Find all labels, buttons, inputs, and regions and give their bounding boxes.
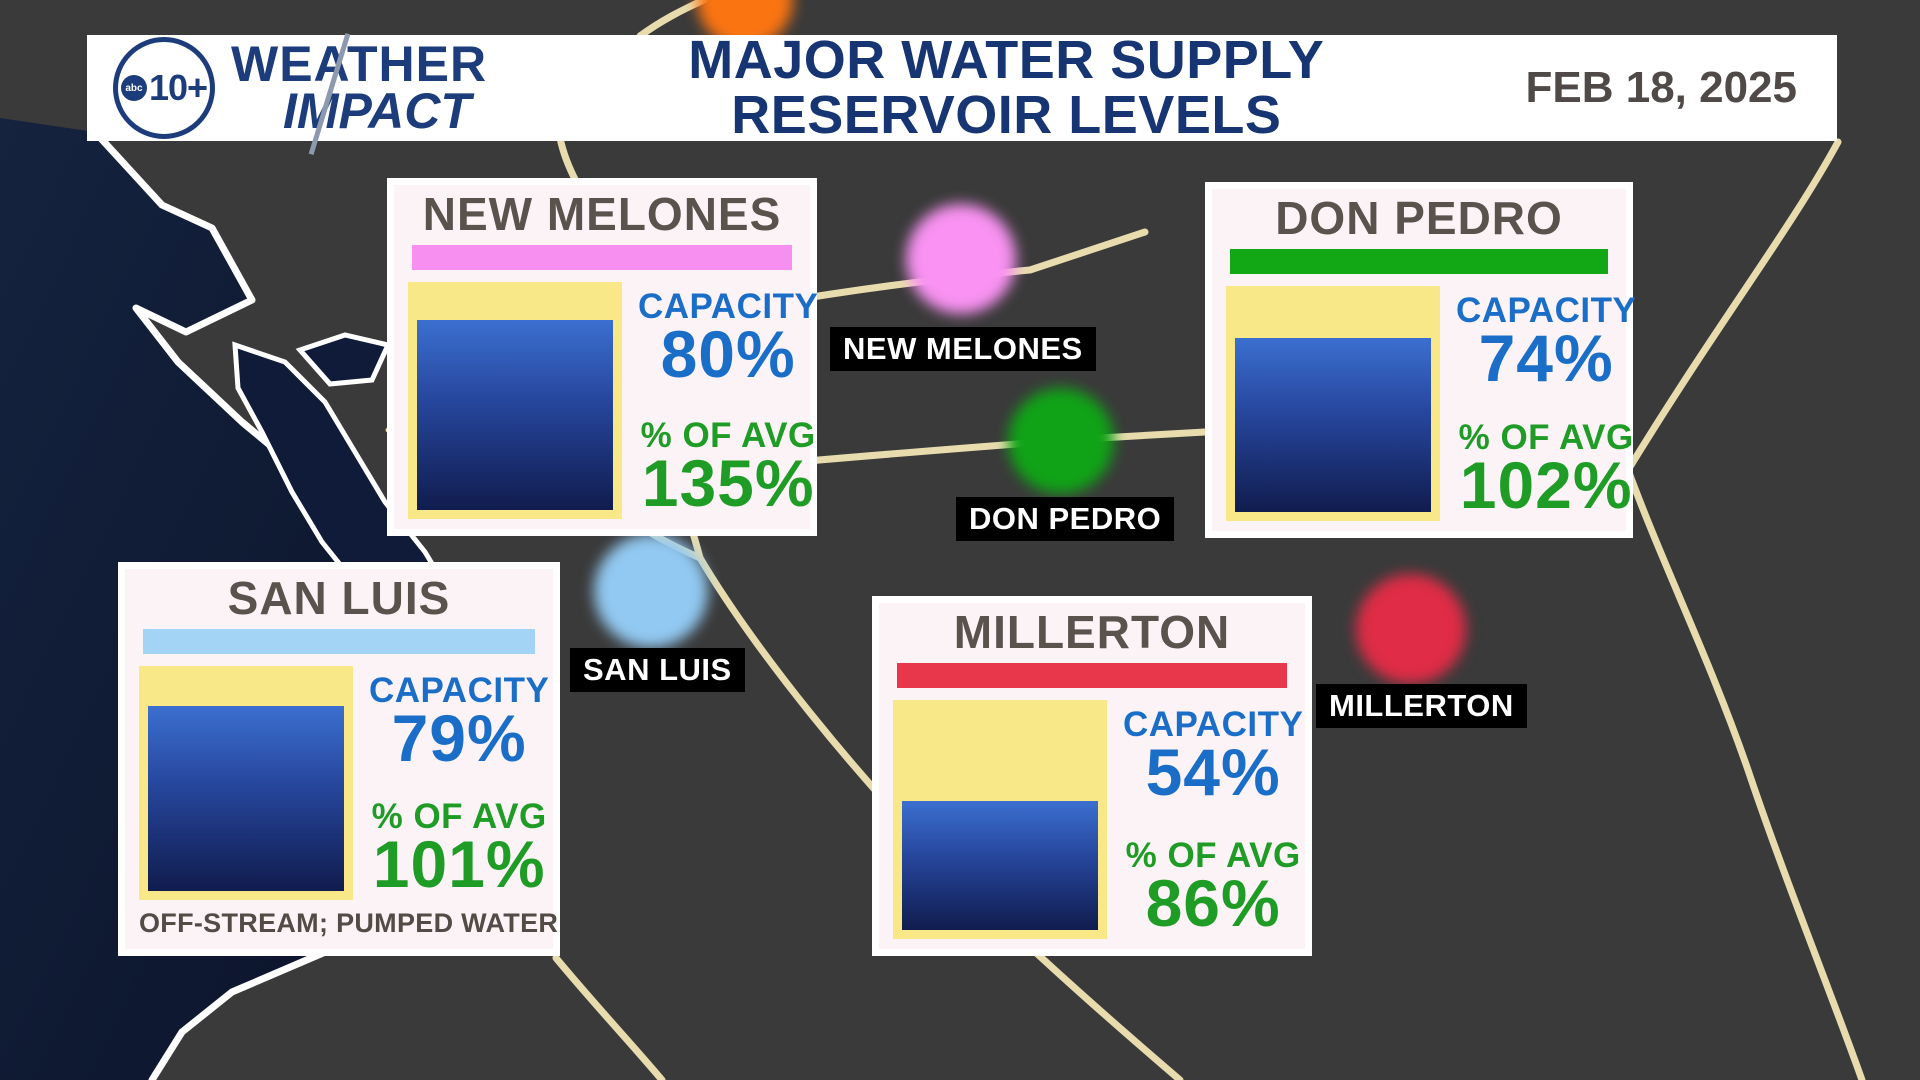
off-stream-note: OFF-STREAM; PUMPED WATER <box>139 908 559 938</box>
abc10-weather-impact-logo: abc 10+ WEATHER IMPACT <box>113 32 488 155</box>
new-melones-dot <box>906 204 1016 314</box>
avg-label: % OF AVG <box>1125 836 1301 876</box>
capacity-stat: CAPACITY 54% <box>1123 704 1304 809</box>
don-pedro-map-label: DON PEDRO <box>956 497 1175 541</box>
card-body: CAPACITY 74% % OF AVG 102% <box>1226 285 1636 521</box>
avg-stat: % OF AVG 102% <box>1458 418 1634 523</box>
avg-label: % OF AVG <box>640 416 816 456</box>
station-number: 10+ <box>148 67 208 108</box>
card-body: CAPACITY 80% % OF AVG 135% <box>408 281 818 519</box>
capacity-value: 74% <box>1478 320 1614 395</box>
capacity-label: CAPACITY <box>1123 704 1304 744</box>
avg-stat: % OF AVG 101% <box>371 797 547 902</box>
capacity-gauge-fill <box>417 320 613 510</box>
capacity-label: CAPACITY <box>369 670 550 710</box>
avg-stat: % OF AVG 135% <box>640 416 816 521</box>
san-luis-map-label: SAN LUIS <box>570 648 745 692</box>
abc-disc-icon: abc <box>120 75 147 101</box>
capacity-gauge <box>408 281 622 519</box>
san-luis-dot <box>594 534 708 648</box>
road-foothills-upper <box>1624 138 1842 474</box>
brand-impact: IMPACT <box>283 83 471 139</box>
road-foothills-lower <box>1624 466 1866 1080</box>
don-pedro-card: DON PEDRO CAPACITY 74% % OF AVG 102% <box>1205 182 1636 538</box>
avg-label: % OF AVG <box>1458 418 1634 458</box>
capacity-value: 54% <box>1145 734 1281 809</box>
avg-value: 86% <box>1145 866 1281 941</box>
capacity-gauge <box>139 665 353 900</box>
accent-bar <box>897 662 1287 688</box>
capacity-gauge-fill <box>148 705 344 891</box>
abc10-logo-circle: abc 10+ <box>113 37 215 139</box>
brand-wordmark: WEATHER IMPACT <box>231 32 488 155</box>
millerton-dot <box>1356 574 1466 684</box>
title-line-1: MAJOR WATER SUPPLY <box>688 29 1325 90</box>
millerton-card: MILLERTON CAPACITY 54% % OF AVG 86% <box>872 596 1312 956</box>
brand-weather: WEATHER <box>231 35 488 92</box>
card-title: MILLERTON <box>953 606 1231 658</box>
avg-value: 102% <box>1459 448 1633 523</box>
capacity-label: CAPACITY <box>1456 290 1637 330</box>
capacity-gauge-fill <box>1235 337 1431 512</box>
accent-bar <box>1230 248 1608 274</box>
new-melones-map-label: NEW MELONES <box>830 327 1096 371</box>
capacity-stat: CAPACITY 79% <box>369 670 550 775</box>
card-title: NEW MELONES <box>422 188 782 240</box>
capacity-value: 79% <box>391 700 527 775</box>
card-title: SAN LUIS <box>227 572 451 624</box>
capacity-gauge <box>1226 285 1440 521</box>
card-body: CAPACITY 54% % OF AVG 86% <box>893 699 1303 939</box>
date-label: FEB 18, 2025 <box>1525 63 1798 112</box>
capacity-gauge <box>893 699 1107 939</box>
header-bar: abc 10+ WEATHER IMPACT MAJOR WATER SUPPL… <box>87 29 1837 155</box>
san-luis-card: SAN LUIS CAPACITY 79% % OF AVG 101% OFF-… <box>118 562 560 956</box>
avg-label: % OF AVG <box>371 797 547 837</box>
card-title: DON PEDRO <box>1275 192 1563 244</box>
card-body: CAPACITY 79% % OF AVG 101% <box>139 665 549 900</box>
card-stats: CAPACITY 79% % OF AVG 101% <box>369 666 549 900</box>
capacity-label: CAPACITY <box>638 286 819 326</box>
capacity-stat: CAPACITY 80% <box>638 286 819 391</box>
page-title: MAJOR WATER SUPPLY RESERVOIR LEVELS <box>487 29 1525 145</box>
avg-stat: % OF AVG 86% <box>1125 836 1301 941</box>
map-bay-north-arm <box>295 332 392 387</box>
capacity-stat: CAPACITY 74% <box>1456 290 1637 395</box>
avg-value: 135% <box>641 446 815 521</box>
avg-value: 101% <box>372 827 546 902</box>
card-stats: CAPACITY 74% % OF AVG 102% <box>1456 286 1636 521</box>
capacity-value: 80% <box>660 316 796 391</box>
don-pedro-dot <box>1008 388 1114 494</box>
card-stats: CAPACITY 80% % OF AVG 135% <box>638 282 818 519</box>
new-melones-card: NEW MELONES CAPACITY 80% % OF AVG 135% <box>387 178 818 536</box>
title-line-2: RESERVOIR LEVELS <box>731 85 1282 145</box>
road-monterey <box>552 954 666 1080</box>
card-stats: CAPACITY 54% % OF AVG 86% <box>1123 700 1303 939</box>
accent-bar <box>143 628 535 654</box>
capacity-gauge-fill <box>902 800 1098 930</box>
millerton-map-label: MILLERTON <box>1316 684 1527 728</box>
accent-bar <box>412 244 792 270</box>
